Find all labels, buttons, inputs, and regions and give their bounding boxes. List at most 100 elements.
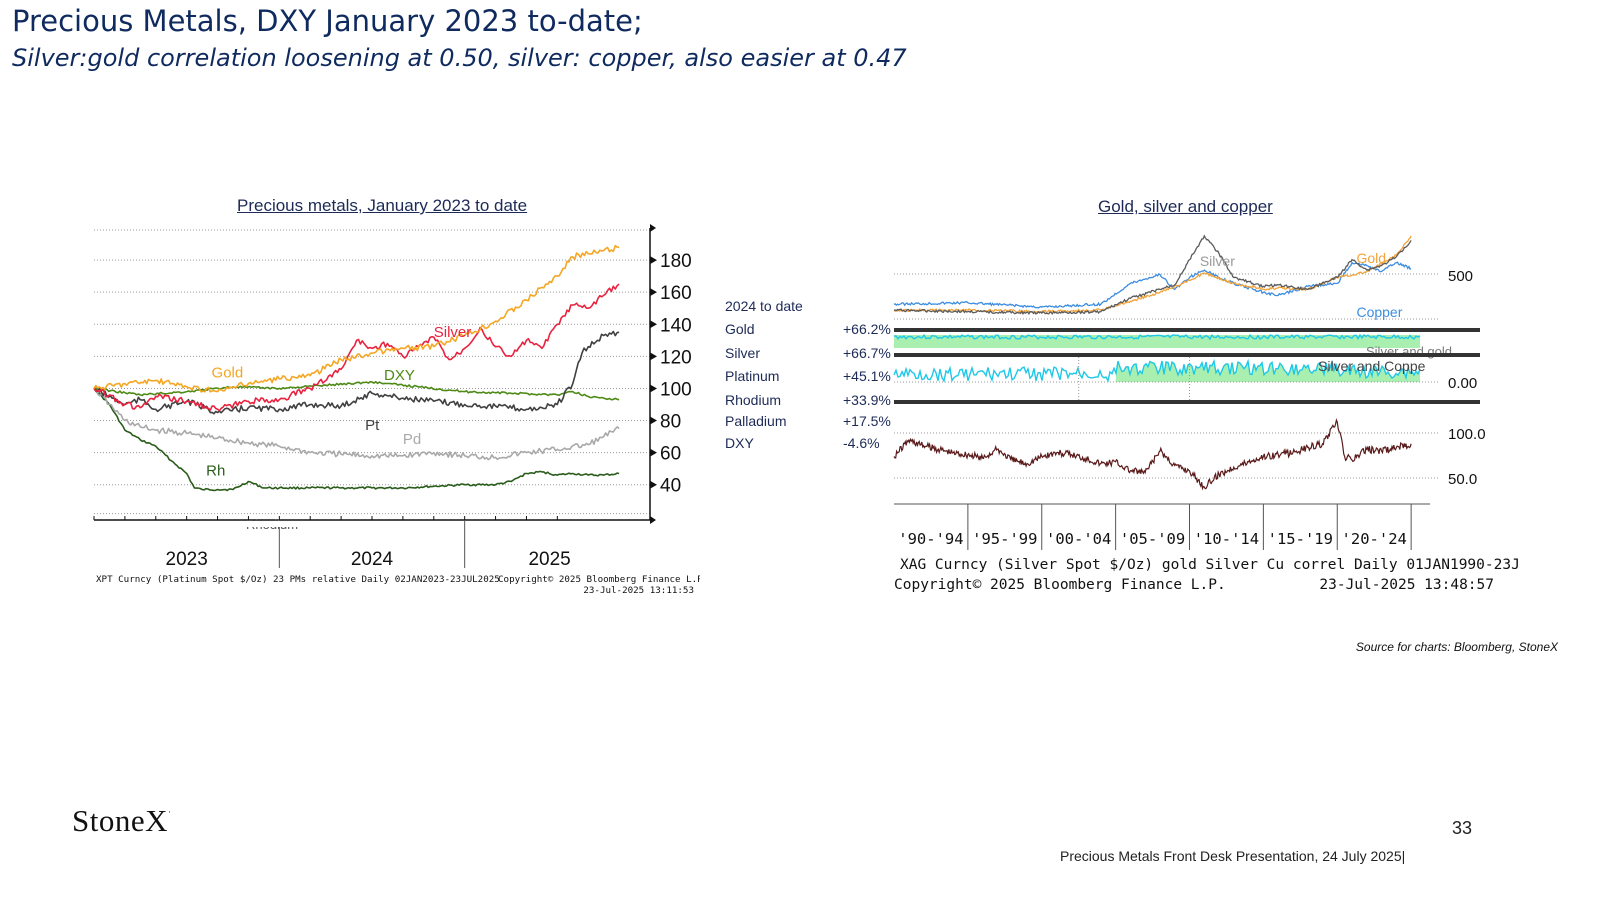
footer-text: Precious Metals Front Desk Presentation,… [1060, 848, 1406, 864]
panel-separator [894, 353, 1480, 357]
y-tick-label-100: 100 [660, 379, 692, 400]
performance-row-gold: Gold +66.2% [725, 318, 891, 342]
chart2-footer-source: XAG Curncy (Silver Spot $/Oz) gold Silve… [900, 557, 1520, 573]
x-tick-label-2025: 2025 [528, 549, 570, 570]
performance-header: 2024 to date [725, 297, 803, 314]
series-line-silver [893, 234, 1412, 316]
chart1-gridlines [94, 229, 650, 515]
chart1-footer-source: XPT Curncy (Platinum Spot $/Oz) 23 PMs r… [96, 574, 500, 585]
correlation-tick-label: 0.00 [1448, 375, 1477, 392]
prices-panel: Silver Gold Copper [893, 234, 1412, 320]
y-axis-tick [650, 288, 657, 297]
performance-metal-name: Platinum [725, 368, 780, 385]
performance-value: +66.7% [843, 344, 891, 361]
panel-separator [1360, 353, 1478, 357]
series-label-rh: Rh [206, 463, 225, 480]
x-tick-label: '05-'09 [1120, 530, 1185, 548]
panel-separator [894, 328, 1480, 332]
performance-metal-name: DXY [725, 434, 754, 451]
y-tick-label-120: 120 [660, 347, 692, 368]
y-axis-top-arrow [650, 224, 656, 232]
silver-copper-panel-label: Silver and Coppe [1318, 358, 1426, 374]
series-line-pd [93, 387, 620, 461]
performance-value: +45.1% [843, 368, 891, 385]
y-axis-tick [650, 256, 657, 265]
correlation-line [893, 358, 1421, 383]
x-tick-label-2024: 2024 [351, 549, 394, 570]
slide-title: Precious Metals, DXY January 2023 to-dat… [12, 4, 643, 38]
series-label-gold: Gold [1356, 250, 1386, 266]
source-note: Source for charts: Bloomberg, StoneX [1355, 640, 1558, 654]
logo-mark: · [168, 807, 172, 817]
series-line-silver [93, 283, 620, 412]
series-label-dxy: DXY [384, 367, 415, 384]
y-axis-tick [650, 352, 657, 361]
label-mask [230, 521, 310, 527]
chart2-footer-copyright: Copyright© 2025 Bloomberg Finance L.P. [894, 577, 1226, 593]
series-line-dxy [94, 380, 620, 401]
series-label-pd: Pd [403, 431, 421, 448]
series-label-pt: Pt [365, 417, 380, 434]
slide-subtitle: Silver:gold correlation loosening at 0.5… [12, 44, 907, 72]
series-line-rh [93, 387, 620, 492]
chart1-footer-copyright: Copyright© 2025 Bloomberg Finance L.P. [498, 574, 700, 585]
chart1-series-labels: Rh Pd DXY Pt Silver Gold [206, 324, 471, 479]
series-line-copper [893, 261, 1412, 309]
performance-row-palladium: Palladium +17.5% [725, 412, 891, 432]
performance-table: 2024 to date Gold +66.2% Silver +66.7% Plati… [725, 294, 891, 455]
y-axis-tick [650, 416, 657, 425]
x-tick-label: '95-'99 [972, 530, 1037, 548]
y-tick-label-80: 80 [660, 412, 681, 433]
silver-copper-correlation-panel: Silver and Coppe [893, 357, 1440, 400]
chart-title-precious-metals: Precious metals, January 2023 to date [237, 196, 528, 215]
y-axis-tick [650, 448, 657, 457]
performance-metal-name: Gold [725, 321, 755, 338]
chart1-footer-timestamp: 23-Jul-2025 13:11:53 [583, 585, 694, 596]
performance-row-platinum: Platinum +45.1% [725, 365, 891, 389]
performance-row-silver: Silver +66.7% [725, 341, 891, 365]
performance-value: +66.2% [843, 321, 891, 338]
y-tick-label-160: 160 [660, 283, 692, 304]
performance-row-dxy: DXY -4.6% [725, 431, 891, 455]
ratio-panel [893, 418, 1412, 491]
ratio-tick-label-100: 100.0 [1448, 426, 1486, 443]
y-tick-label-60: 60 [660, 444, 681, 465]
page-number: 33 [1452, 818, 1473, 838]
performance-metal-name: Rhodium [725, 391, 782, 408]
performance-row-rhodium: Rhodium +33.9% [725, 388, 891, 412]
correlation-fill [894, 335, 1420, 348]
y-axis-tick [650, 384, 657, 393]
x-tick-label: '15-'19 [1268, 530, 1333, 548]
series-label-silver: Silver [434, 324, 472, 341]
logo-text: StoneX [72, 803, 168, 838]
ratio-line [893, 418, 1412, 491]
series-line-pt [93, 330, 620, 415]
x-tick-label: '20-'24 [1342, 530, 1407, 548]
y-tick-label-40: 40 [660, 476, 681, 497]
series-line-gold [93, 244, 620, 393]
y-tick-label-180: 180 [660, 251, 692, 272]
chart2-footer-timestamp: 23-Jul-2025 13:48:57 [1319, 577, 1494, 593]
x-tick-label: '10-'14 [1194, 530, 1259, 548]
series-label-gold: Gold [212, 365, 244, 382]
y-axis-tick [650, 320, 657, 329]
chart-title-gold-silver-copper: Gold, silver and copper [1098, 197, 1273, 216]
x-tick-label: '90-'94 [898, 530, 963, 548]
performance-value: +17.5% [843, 413, 891, 430]
series-label-silver: Silver [1200, 253, 1235, 269]
performance-value: +33.9% [843, 391, 891, 408]
chart1-series [93, 244, 620, 492]
performance-value: -4.6% [843, 434, 880, 451]
precious-metals-chart: 2023 2024 2025 40 60 80 100 120 140 160 180 Rh Pd DXY… [93, 224, 700, 596]
stonex-logo: StoneX· [72, 803, 172, 839]
panel-separator [894, 400, 1480, 404]
performance-metal-name: Silver [725, 344, 761, 361]
y-axis-bottom-arrow [650, 516, 656, 524]
x-tick-label: '00-'04 [1046, 530, 1111, 548]
prices-tick-label: 500 [1448, 268, 1473, 285]
ratio-tick-label-50: 50.0 [1448, 471, 1477, 488]
y-axis-tick [650, 480, 657, 489]
correlation-line [893, 333, 1421, 341]
series-label-copper: Copper [1356, 304, 1402, 320]
